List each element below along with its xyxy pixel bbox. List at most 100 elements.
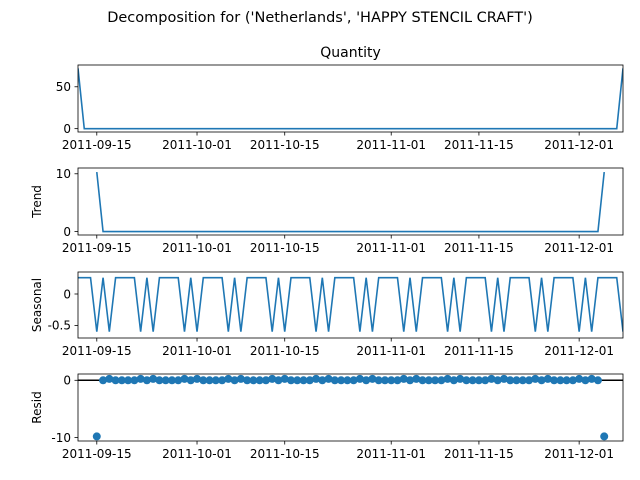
resid-point <box>268 374 277 383</box>
y-axis-label-trend: Trend <box>30 185 44 219</box>
resid-point <box>380 376 389 385</box>
resid-point <box>443 374 452 383</box>
x-tick-label: 2011-10-01 <box>162 241 232 255</box>
plot-area-trend <box>95 171 606 233</box>
axes-frame-seasonal <box>77 271 624 339</box>
resid-point <box>412 374 421 383</box>
resid-point <box>525 376 534 385</box>
resid-point <box>355 374 364 383</box>
resid-point <box>224 374 233 383</box>
x-tick-label: 2011-11-15 <box>444 447 514 461</box>
resid-point <box>456 374 465 383</box>
resid-point <box>518 376 527 385</box>
x-tick-label: 2011-12-01 <box>544 241 614 255</box>
resid-point <box>243 376 252 385</box>
resid-point <box>512 376 521 385</box>
resid-point <box>506 376 515 385</box>
resid-point <box>368 374 377 383</box>
figure-suptitle: Decomposition for ('Netherlands', 'HAPPY… <box>107 10 533 26</box>
plot-area-resid <box>78 374 623 441</box>
x-tick-label: 2011-12-01 <box>544 447 614 461</box>
resid-point <box>587 374 596 383</box>
resid-point <box>318 376 327 385</box>
series-line-observed <box>78 68 623 130</box>
series-line-seasonal <box>78 276 623 332</box>
resid-point <box>111 376 120 385</box>
resid-point <box>199 376 208 385</box>
resid-point <box>493 376 502 385</box>
resid-point <box>230 376 239 385</box>
resid-point <box>149 374 158 383</box>
plot-area-observed <box>78 68 623 130</box>
resid-point <box>431 376 440 385</box>
resid-point <box>105 374 114 383</box>
resid-point <box>99 376 108 385</box>
resid-point <box>324 374 333 383</box>
x-tick-label: 2011-10-15 <box>250 241 320 255</box>
resid-point <box>449 376 458 385</box>
x-tick-label: 2011-11-01 <box>356 447 426 461</box>
resid-point <box>575 374 584 383</box>
x-tick-label: 2011-10-15 <box>250 447 320 461</box>
x-tick-label: 2011-12-01 <box>544 344 614 358</box>
resid-point <box>124 376 133 385</box>
panel-observed: Quantity 0 50 2011-09-15 2011-10-01 2011-10-1… <box>56 45 624 152</box>
resid-point <box>437 376 446 385</box>
resid-point <box>387 376 396 385</box>
resid-point <box>462 376 471 385</box>
resid-point <box>330 376 339 385</box>
resid-point <box>343 376 352 385</box>
y-tick-label: 0 <box>63 287 71 301</box>
x-tick-label: 2011-10-15 <box>250 138 320 152</box>
y-tick-label: -10 <box>51 431 71 445</box>
resid-point <box>180 374 189 383</box>
resid-point <box>136 374 145 383</box>
x-tick-label: 2011-09-15 <box>62 447 132 461</box>
x-tick-label: 2011-11-15 <box>444 241 514 255</box>
resid-point <box>167 376 176 385</box>
resid-point <box>362 376 371 385</box>
resid-point <box>531 374 540 383</box>
x-tick-label: 2011-12-01 <box>544 138 614 152</box>
resid-outlier-point <box>600 432 609 441</box>
resid-point <box>117 376 126 385</box>
resid-point <box>312 374 321 383</box>
resid-point <box>349 376 358 385</box>
x-tick-label: 2011-11-01 <box>356 138 426 152</box>
resid-point <box>205 376 214 385</box>
resid-point <box>581 376 590 385</box>
y-tick-label: 0 <box>63 122 71 136</box>
x-tick-label: 2011-10-01 <box>162 344 232 358</box>
resid-point <box>299 376 308 385</box>
resid-point <box>424 376 433 385</box>
axes-frame-observed <box>77 64 624 133</box>
resid-point <box>537 376 546 385</box>
panel-seasonal: Seasonal 0 -0.5 2011-09-15 2011-10-01 2011-10… <box>30 271 624 358</box>
resid-point <box>155 376 164 385</box>
resid-outlier-point <box>92 432 101 441</box>
axes-frame-trend <box>77 167 624 236</box>
resid-point <box>562 376 571 385</box>
x-tick-label: 2011-09-15 <box>62 241 132 255</box>
resid-point <box>418 376 427 385</box>
resid-point <box>193 374 202 383</box>
panel-resid: Resid 0 -10 2011-09-15 2011-10-01 2011-10-15 2… <box>30 374 624 461</box>
resid-point <box>593 376 602 385</box>
resid-point <box>374 376 383 385</box>
x-tick-label: 2011-11-01 <box>356 344 426 358</box>
y-tick-label: 0 <box>63 374 71 388</box>
resid-point <box>550 376 559 385</box>
resid-point <box>174 376 183 385</box>
resid-point <box>249 376 258 385</box>
y-tick-label: 50 <box>56 80 71 94</box>
panel-trend: Trend 0 10 2011-09-15 2011-10-01 2011-10-15 20… <box>30 167 624 255</box>
x-tick-label: 2011-09-15 <box>62 344 132 358</box>
y-tick-label: 0 <box>63 225 71 239</box>
x-tick-label: 2011-11-15 <box>444 138 514 152</box>
resid-point <box>305 376 314 385</box>
resid-point <box>474 376 483 385</box>
resid-point <box>280 374 289 383</box>
resid-point <box>142 376 151 385</box>
y-tick-label: 10 <box>56 167 71 181</box>
